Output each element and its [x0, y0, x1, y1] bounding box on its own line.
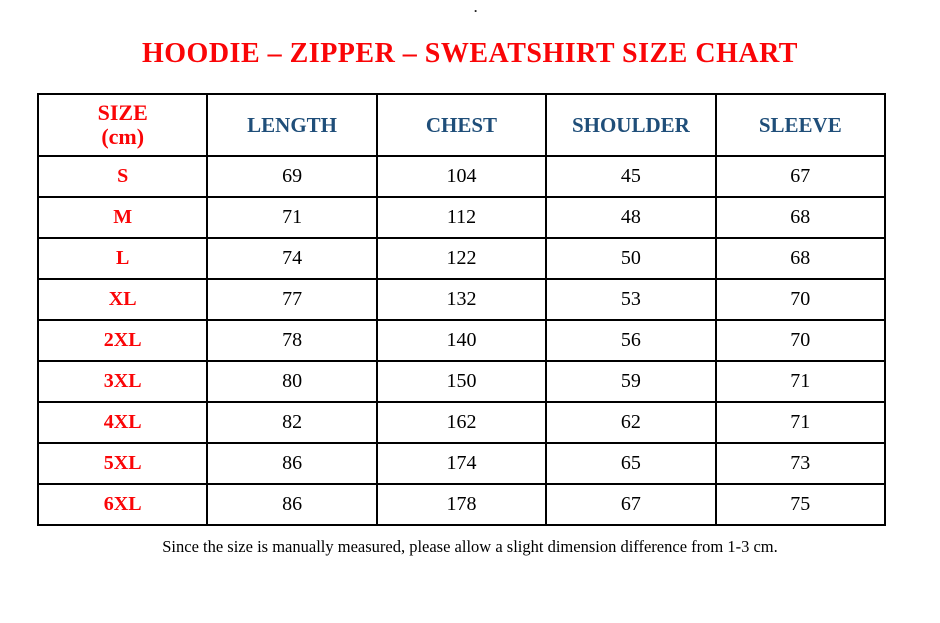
shoulder-cell: 65 — [545, 442, 717, 485]
sleeve-cell: 70 — [714, 278, 887, 321]
sleeve-cell: 68 — [714, 237, 887, 280]
size-cell: 4XL — [36, 401, 209, 444]
table-row: 2XL 78 140 56 70 — [36, 319, 887, 362]
table-row: L 74 122 50 68 — [36, 237, 887, 280]
chest-cell: 104 — [375, 155, 548, 198]
table-row: 4XL 82 162 62 71 — [36, 401, 887, 444]
length-cell: 71 — [206, 196, 378, 239]
size-cell: 5XL — [36, 442, 209, 485]
length-cell: 86 — [206, 483, 378, 526]
size-cell: S — [36, 155, 209, 198]
chest-cell: 150 — [375, 360, 548, 403]
page-title: HOODIE – ZIPPER – SWEATSHIRT SIZE CHART — [142, 38, 798, 69]
sleeve-cell: 68 — [714, 196, 887, 239]
sleeve-cell: 70 — [714, 319, 887, 362]
length-cell: 78 — [206, 319, 378, 362]
shoulder-cell: 50 — [545, 237, 717, 280]
table-row: 5XL 86 174 65 73 — [36, 442, 887, 485]
length-cell: 77 — [206, 278, 378, 321]
stray-period-dot: . — [474, 0, 478, 15]
shoulder-cell: 45 — [545, 155, 717, 198]
shoulder-cell: 62 — [545, 401, 717, 444]
sleeve-cell: 73 — [714, 442, 887, 485]
size-cell: XL — [36, 278, 209, 321]
column-header-length: LENGTH — [206, 93, 378, 157]
sleeve-cell: 75 — [714, 483, 887, 526]
length-cell: 80 — [206, 360, 378, 403]
shoulder-cell: 48 — [545, 196, 717, 239]
chest-cell: 112 — [375, 196, 548, 239]
column-header-shoulder: SHOULDER — [545, 93, 717, 157]
chest-cell: 140 — [375, 319, 548, 362]
header-row: SIZE (cm) LENGTH CHEST SHOULDER SLEEVE — [36, 93, 887, 157]
table-row: S 69 104 45 67 — [36, 155, 887, 198]
size-cell: 6XL — [36, 483, 209, 526]
size-cell: M — [36, 196, 209, 239]
shoulder-cell: 56 — [545, 319, 717, 362]
length-cell: 74 — [206, 237, 378, 280]
sleeve-cell: 67 — [714, 155, 887, 198]
table-row: 6XL 86 178 67 75 — [36, 483, 887, 526]
size-cell: L — [36, 237, 209, 280]
table-row: M 71 112 48 68 — [36, 196, 887, 239]
table-row: 3XL 80 150 59 71 — [36, 360, 887, 403]
shoulder-cell: 67 — [545, 483, 717, 526]
sleeve-cell: 71 — [714, 360, 887, 403]
column-header-sleeve: SLEEVE — [714, 93, 887, 157]
shoulder-cell: 59 — [545, 360, 717, 403]
table-row: XL 77 132 53 70 — [36, 278, 887, 321]
sleeve-cell: 71 — [714, 401, 887, 444]
shoulder-cell: 53 — [545, 278, 717, 321]
column-header-size: SIZE (cm) — [36, 93, 209, 157]
length-cell: 86 — [206, 442, 378, 485]
size-header-unit: (cm) — [101, 124, 145, 149]
chest-cell: 174 — [375, 442, 548, 485]
chest-cell: 132 — [375, 278, 548, 321]
measurement-disclaimer: Since the size is manually measured, ple… — [162, 537, 778, 556]
chest-cell: 162 — [375, 401, 548, 444]
size-chart-table: SIZE (cm) LENGTH CHEST SHOULDER SLEEVE S… — [36, 93, 887, 526]
size-header-label: SIZE — [97, 99, 148, 125]
length-cell: 69 — [206, 155, 378, 198]
size-cell: 3XL — [36, 360, 209, 403]
length-cell: 82 — [206, 401, 378, 444]
chest-cell: 178 — [375, 483, 548, 526]
chest-cell: 122 — [375, 237, 548, 280]
size-cell: 2XL — [36, 319, 209, 362]
column-header-chest: CHEST — [375, 93, 548, 157]
